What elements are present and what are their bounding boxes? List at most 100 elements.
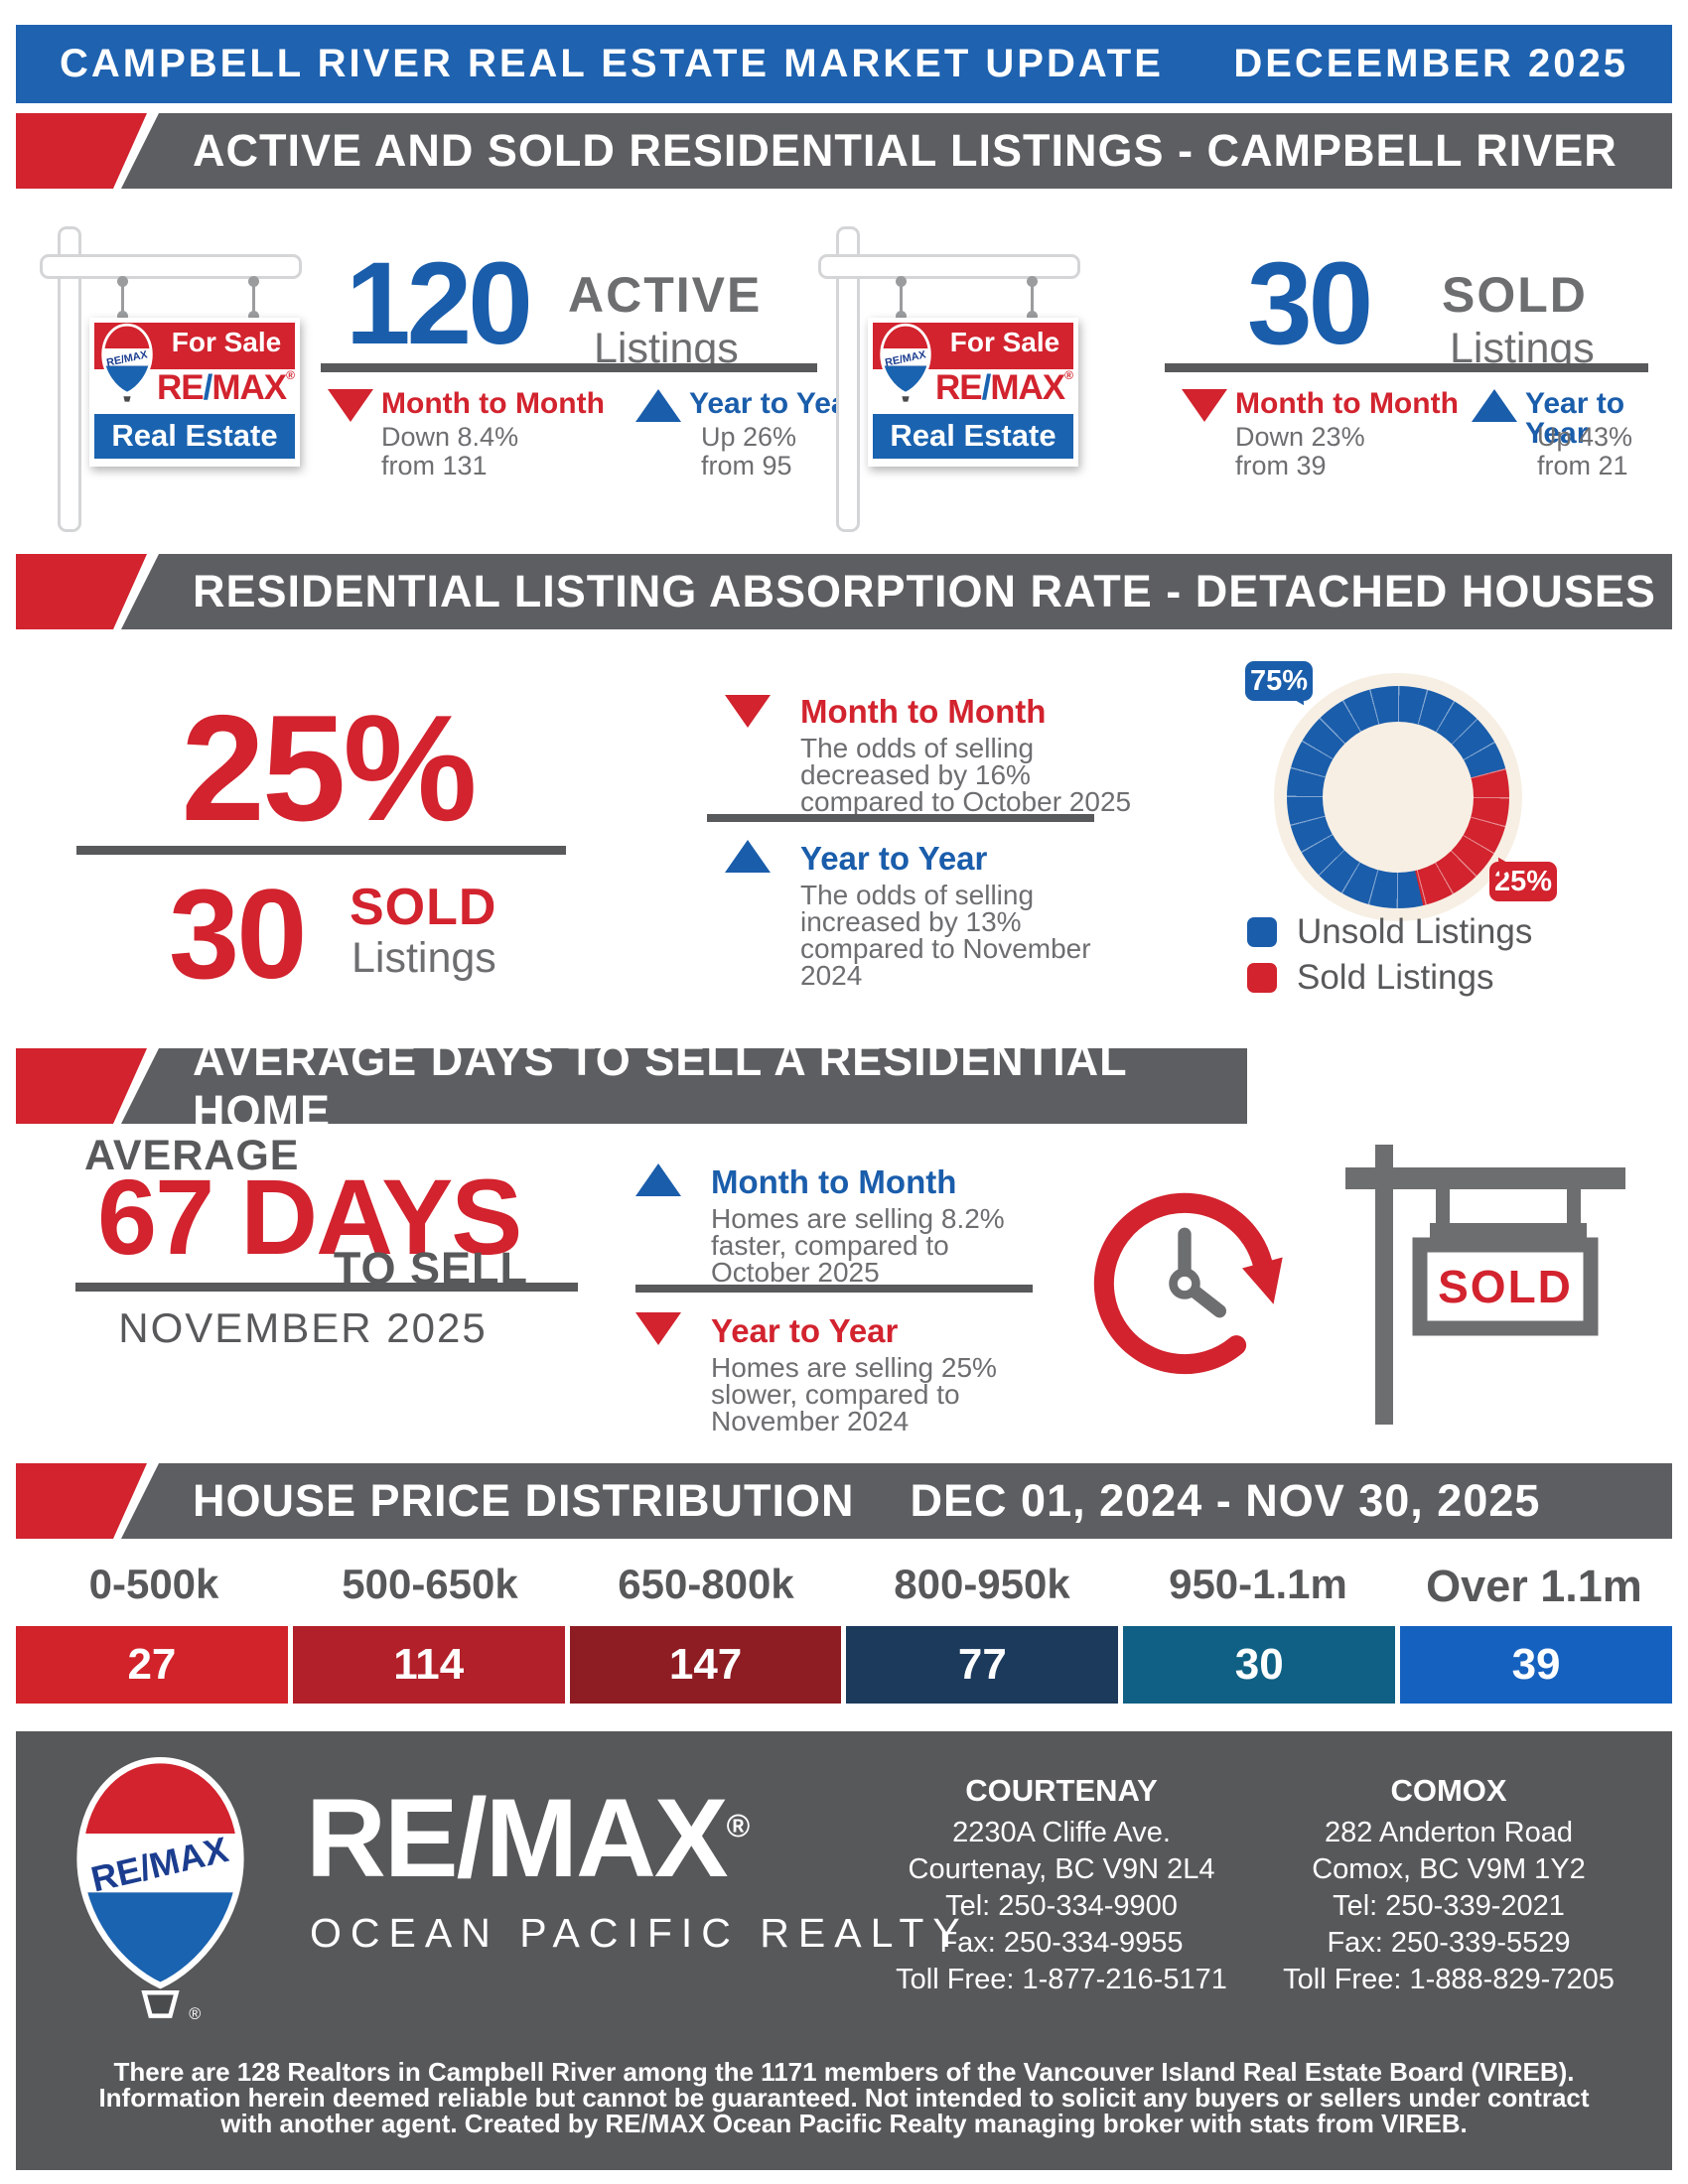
price-range-label: 800-950k <box>894 1561 1070 1607</box>
price-bar: 77 <box>846 1626 1119 1704</box>
absorption-rate-value: 25% <box>181 684 477 853</box>
legend-swatch-unsold <box>1247 917 1277 947</box>
average-label: AVERAGE <box>84 1132 300 1179</box>
section-header-days: AVERAGE DAYS TO SELL A RESIDENTIAL HOME <box>121 1048 1247 1124</box>
svg-text:®: ® <box>189 2005 201 2021</box>
absorption-yty-body: The odds of selling increased by 13% com… <box>800 880 1091 991</box>
sold-listings-label: SOLD <box>1442 267 1588 323</box>
price-bar: 39 <box>1400 1626 1672 1704</box>
absorption-yty-title: Year to Year <box>800 840 988 877</box>
sign-board: RE/MAX For Sale RE/MAX® Real Estate <box>868 318 1078 467</box>
donut-sold-badge: 25% <box>1489 862 1557 901</box>
svg-text:SOLD: SOLD <box>1438 1261 1573 1312</box>
sign-crossbar <box>40 254 302 279</box>
sign-crossbar <box>818 254 1080 279</box>
yty-detail: Up 26% from 95 <box>701 422 797 480</box>
page-title: CAMPBELL RIVER REAL ESTATE MARKET UPDATE <box>60 42 1164 85</box>
yty-detail: Up 43% from 21 <box>1537 422 1633 480</box>
page-date: DECEEMBER 2025 <box>1233 42 1628 85</box>
divider <box>321 363 817 372</box>
section-header-listings-label: ACTIVE AND SOLD RESIDENTIAL LISTINGS - C… <box>193 125 1618 176</box>
divider <box>635 1285 1033 1293</box>
footer-brand: RE/MAX® <box>306 1776 751 1900</box>
sign-wire <box>117 276 128 322</box>
divider <box>75 1283 578 1292</box>
price-range-label: 0-500k <box>88 1561 219 1607</box>
for-sale-sign-graphic-active: RE/MAX For Sale RE/MAX® Real Estate <box>40 226 328 536</box>
section-header-days-label: AVERAGE DAYS TO SELL A RESIDENTIAL HOME <box>193 1034 1127 1137</box>
sign-realestate-band <box>94 414 295 459</box>
days-to-sell-value: 67 DAYS <box>97 1157 522 1277</box>
legend-item-sold: Sold Listings <box>1247 955 1532 1001</box>
price-range-label: 950-1.1m <box>1169 1561 1347 1607</box>
price-range-label: 500-650k <box>342 1561 518 1607</box>
up-triangle-icon <box>635 389 681 422</box>
donut-unsold-badge: 75% <box>1245 661 1313 701</box>
remax-balloon-logo: RE/MAX ® <box>76 1757 244 2021</box>
sold-listings-count: 30 <box>1247 238 1373 369</box>
down-triangle-icon <box>328 389 373 422</box>
legend-item-unsold: Unsold Listings <box>1247 909 1532 955</box>
absorption-mtm-body: The odds of selling decreased by 16% com… <box>800 733 1132 817</box>
sign-board: RE/MAX For Sale RE/MAX® Real Estate <box>89 318 300 467</box>
price-range-label: Over 1.1m <box>1426 1561 1642 1611</box>
yty-title: Year to Year <box>1525 387 1625 450</box>
days-yty-body: Homes are selling 25% slower, compared t… <box>711 1352 997 1436</box>
active-listings-sublabel: Listings <box>594 325 739 372</box>
office-comox: COMOX 282 Anderton Road Comox, BC V9M 1Y… <box>1283 1773 1615 1995</box>
down-triangle-icon <box>1182 389 1227 422</box>
sign-real-estate-label: Real Estate <box>890 418 1056 453</box>
sign-for-sale-label: For Sale <box>949 327 1060 357</box>
mtm-detail: Down 23% from 39 <box>1235 422 1365 480</box>
price-distribution-bars: 27 114 147 77 30 39 <box>16 1626 1672 1704</box>
absorption-sold-label: SOLD <box>350 879 497 936</box>
absorption-sold-count: 30 <box>169 864 307 1006</box>
up-triangle-icon <box>1472 389 1517 422</box>
price-bar: 147 <box>569 1626 842 1704</box>
absorption-sold-sublabel: Listings <box>352 934 496 982</box>
section-header-listings: ACTIVE AND SOLD RESIDENTIAL LISTINGS - C… <box>121 113 1672 189</box>
mtm-title: Month to Month <box>381 387 605 420</box>
price-bar: 114 <box>292 1626 565 1704</box>
office-courtenay: COURTENAY 2230A Cliffe Ave. Courtenay, B… <box>896 1773 1227 1995</box>
sign-wire <box>248 276 259 322</box>
active-listings-label: ACTIVE <box>568 267 763 323</box>
days-mtm-title: Month to Month <box>711 1163 957 1200</box>
down-triangle-icon <box>725 695 771 728</box>
sign-remax-label: RE/MAX® <box>935 368 1073 407</box>
absorption-mtm-title: Month to Month <box>800 693 1047 730</box>
price-bar: 27 <box>16 1626 288 1704</box>
mtm-title: Month to Month <box>1235 387 1459 420</box>
yty-title: Year to Year <box>689 387 860 420</box>
donut-legend: Unsold Listings Sold Listings <box>1247 909 1532 1001</box>
legend-swatch-sold <box>1247 963 1277 993</box>
remax-balloon-icon: RE/MAX <box>880 323 931 404</box>
active-listings-count: 120 <box>346 238 533 369</box>
divider <box>76 846 566 855</box>
sign-remax-label: RE/MAX® <box>157 368 295 407</box>
down-triangle-icon <box>635 1312 681 1345</box>
days-yty-title: Year to Year <box>711 1312 899 1349</box>
price-header-daterange: DEC 01, 2024 - NOV 30, 2025 <box>910 1475 1541 1526</box>
footer: RE/MAX ® RE/MAX® OCEAN PACIFIC REALTY CO… <box>16 1731 1672 2170</box>
divider <box>707 814 1094 822</box>
sign-real-estate-label: Real Estate <box>111 418 278 453</box>
top-title-bar: CAMPBELL RIVER REAL ESTATE MARKET UPDATE… <box>16 25 1672 103</box>
sign-wire <box>1027 276 1038 322</box>
price-range-labels: 0-500k 500-650k 650-800k 800-950k 950-1.… <box>16 1561 1672 1612</box>
mtm-detail: Down 8.4% from 131 <box>381 422 519 480</box>
price-range-label: 650-800k <box>618 1561 794 1607</box>
sign-realestate-band <box>873 414 1073 459</box>
section-header-absorption: RESIDENTIAL LISTING ABSORPTION RATE - DE… <box>121 554 1672 629</box>
price-header-title: HOUSE PRICE DISTRIBUTION <box>193 1475 855 1526</box>
price-bar: 30 <box>1123 1626 1396 1704</box>
sold-sign-icon: SOLD <box>1345 1145 1625 1425</box>
period-label: NOVEMBER 2025 <box>118 1304 488 1351</box>
up-triangle-icon <box>635 1163 681 1196</box>
sign-for-sale-label: For Sale <box>171 327 282 357</box>
footer-disclaimer: There are 128 Realtors in Campbell River… <box>98 2057 1590 2138</box>
days-mtm-body: Homes are selling 8.2% faster, compared … <box>711 1203 1005 1288</box>
section-header-absorption-label: RESIDENTIAL LISTING ABSORPTION RATE - DE… <box>193 566 1656 616</box>
for-sale-sign-graphic-sold: RE/MAX For Sale RE/MAX® Real Estate <box>818 226 1106 536</box>
